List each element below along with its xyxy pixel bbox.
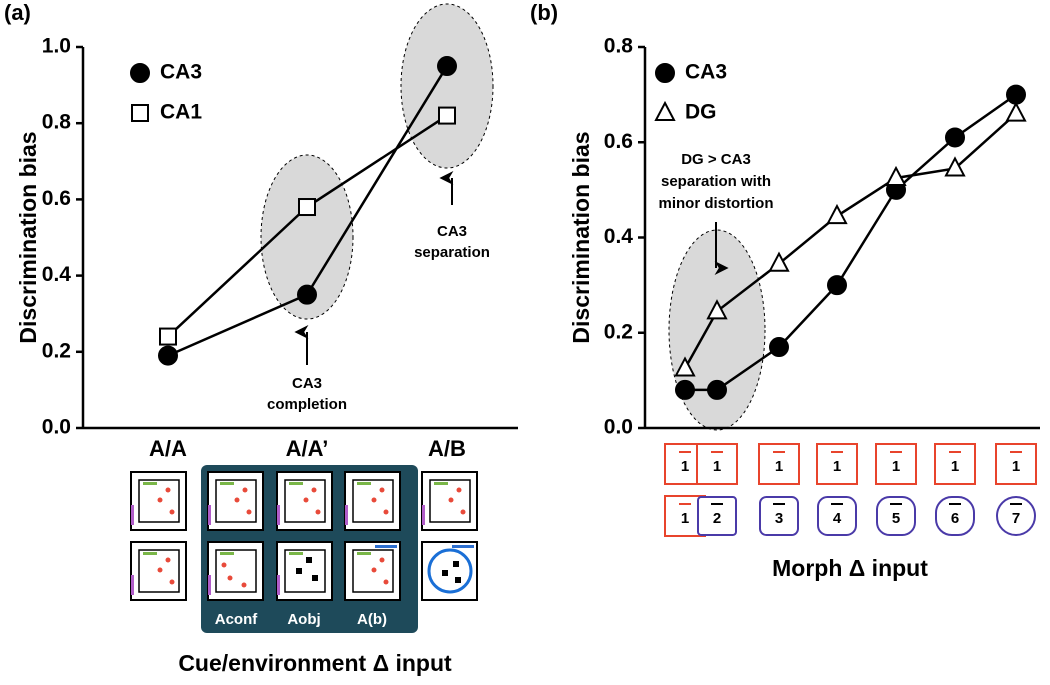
y-tick-label: 0.8 — [42, 111, 72, 134]
annotation: CA3 — [292, 375, 322, 392]
reference-label: 1 — [833, 458, 841, 475]
condition-label: Aconf — [215, 611, 259, 628]
y-tick-label: 0.6 — [604, 130, 633, 153]
legend-symbol — [655, 63, 675, 83]
x-tick-label: 3 — [775, 510, 783, 527]
x-tick-label: 7 — [1012, 510, 1020, 527]
legend-label: CA1 — [160, 101, 202, 124]
data-point — [706, 299, 728, 320]
data-point — [945, 127, 965, 148]
morph-icon — [817, 496, 857, 536]
condition-icons — [130, 465, 478, 633]
highlight-region — [668, 229, 766, 431]
reference-label: 1 — [951, 458, 959, 475]
data-point — [769, 337, 789, 358]
morph-icon — [759, 496, 799, 536]
data-point — [298, 198, 316, 217]
data-point — [158, 345, 178, 366]
y-tick-label: 0.4 — [604, 225, 634, 248]
x-tick-label: 4 — [833, 510, 842, 527]
annotation: DG > CA3 — [681, 151, 751, 168]
y-tick-label: 0.0 — [604, 416, 633, 439]
data-point — [827, 275, 847, 296]
data-point — [1005, 101, 1027, 122]
reference-icon — [875, 443, 917, 485]
legend-symbol — [654, 100, 676, 121]
legend-label: CA3 — [685, 61, 727, 84]
data-point — [768, 251, 790, 272]
condition-label: Aobj — [287, 611, 320, 628]
data-point — [675, 379, 695, 400]
y-axis-label: Discrimination bias — [568, 131, 594, 343]
reference-label: 1 — [1012, 458, 1020, 475]
x-tick-label: A/A’ — [286, 436, 329, 461]
reference-label: 1 — [892, 458, 900, 475]
annotation: minor distortion — [659, 195, 774, 212]
y-tick-label: 1.0 — [42, 35, 71, 58]
highlight-region — [260, 154, 354, 320]
data-point — [944, 156, 966, 177]
x-axis-label: Cue/environment Δ input — [178, 650, 452, 676]
y-tick-label: 0.0 — [42, 416, 71, 439]
reference-icon — [816, 443, 858, 485]
reference-label: 1 — [775, 458, 783, 475]
panel-label: (b) — [530, 0, 558, 25]
reference-label: 1 — [713, 458, 721, 475]
legend-symbol — [130, 63, 150, 83]
x-tick-label: 2 — [713, 510, 721, 527]
reference-icon — [934, 443, 976, 485]
y-tick-label: 0.2 — [604, 320, 633, 343]
y-tick-label: 0.2 — [42, 339, 71, 362]
data-point — [159, 327, 177, 346]
panel-label: (a) — [4, 0, 31, 25]
annotation: CA3 — [437, 223, 467, 240]
data-point — [707, 379, 727, 400]
data-point — [437, 56, 457, 77]
x-tick-label: A/A — [149, 436, 187, 461]
x-tick-label: A/B — [428, 436, 466, 461]
morph-icon — [876, 496, 916, 536]
morph-icon — [996, 496, 1036, 536]
highlight-region — [400, 3, 494, 169]
data-point — [885, 165, 907, 186]
annotation: completion — [267, 396, 347, 413]
condition-label: A(b) — [357, 611, 387, 628]
y-tick-label: 0.4 — [42, 263, 72, 286]
data-point — [1006, 84, 1026, 105]
data-point — [674, 356, 696, 377]
x-axis-label: Morph Δ input — [772, 555, 928, 581]
reference-icon — [696, 443, 738, 485]
data-point — [438, 106, 456, 125]
reference-label: 1 — [681, 458, 689, 475]
x-tick-label: 1 — [681, 510, 689, 527]
legend-label: DG — [685, 101, 717, 124]
data-point — [297, 284, 317, 305]
y-axis-label: Discrimination bias — [15, 131, 41, 343]
y-tick-label: 0.8 — [604, 35, 634, 58]
reference-icon — [758, 443, 800, 485]
annotation: separation with — [661, 173, 771, 190]
legend-label: CA3 — [160, 61, 202, 84]
morph-icon — [697, 496, 737, 536]
legend-symbol — [131, 104, 149, 122]
morph-icon — [935, 496, 975, 536]
annotation: separation — [414, 244, 490, 261]
reference-icon — [995, 443, 1037, 485]
x-tick-label: 5 — [892, 510, 900, 527]
y-tick-label: 0.6 — [42, 187, 71, 210]
data-point — [826, 203, 848, 225]
x-tick-label: 6 — [951, 510, 959, 527]
